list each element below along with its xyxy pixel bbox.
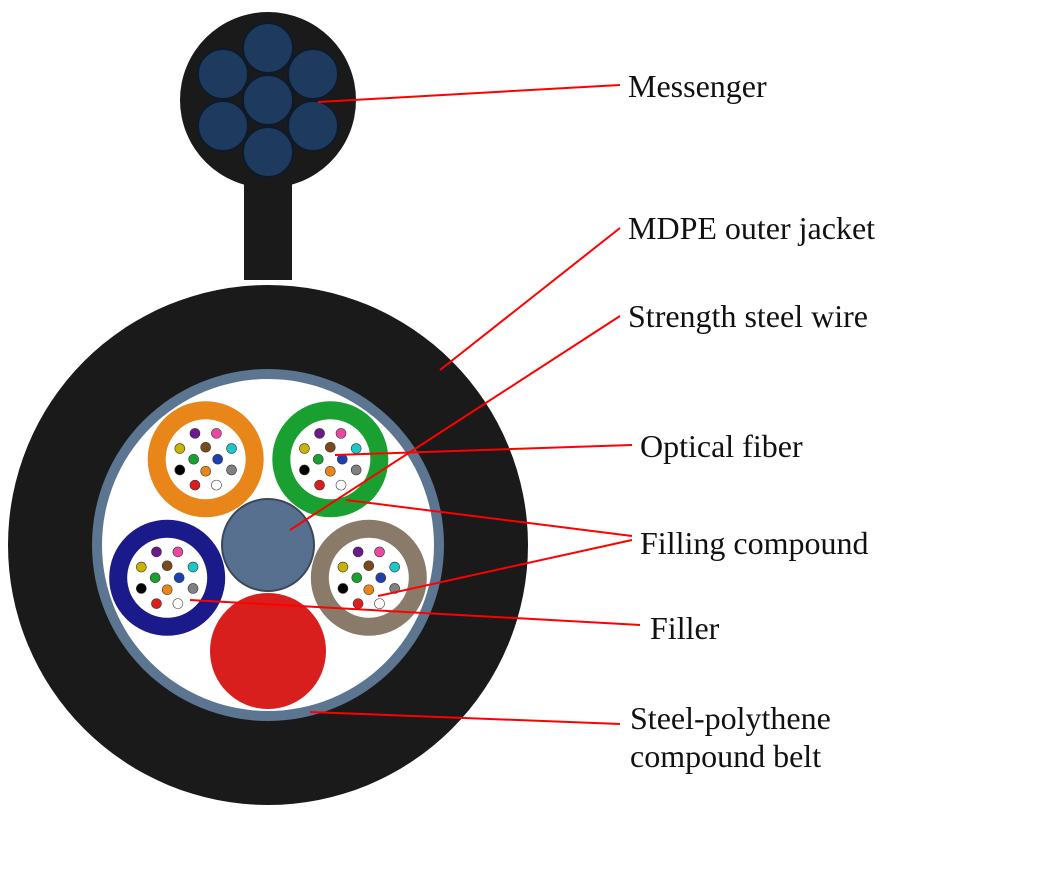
filler-rod (210, 593, 326, 709)
loose-tube (311, 520, 427, 636)
label-mdpe-jacket: MDPE outer jacket (628, 210, 875, 247)
messenger-assembly (180, 12, 356, 188)
loose-tube (148, 401, 264, 517)
label-strength-wire: Strength steel wire (628, 298, 868, 335)
label-steel-polythene-belt-line2: compound belt (630, 738, 821, 775)
loose-tube (109, 520, 225, 636)
label-messenger: Messenger (628, 68, 767, 105)
label-optical-fiber: Optical fiber (640, 428, 803, 465)
cable-diagram (0, 0, 1060, 890)
label-filling-compound: Filling compound (640, 525, 868, 562)
label-filler: Filler (650, 610, 719, 647)
label-steel-polythene-belt: Steel-polythene (630, 700, 831, 737)
loose-tube (272, 401, 388, 517)
